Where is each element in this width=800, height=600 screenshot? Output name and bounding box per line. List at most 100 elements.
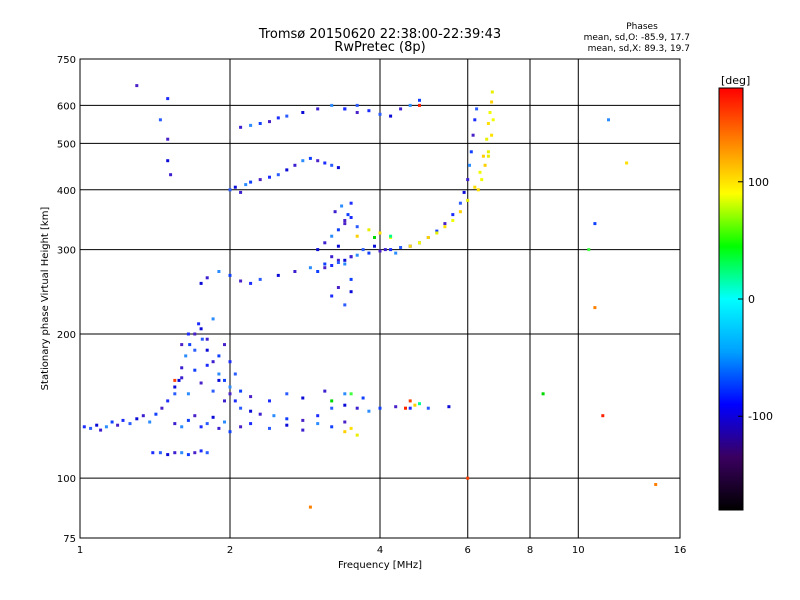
data-point: [483, 163, 487, 167]
data-point: [200, 337, 204, 341]
data-point: [228, 273, 232, 277]
data-point: [486, 122, 490, 125]
data-point: [180, 366, 184, 370]
data-point: [173, 385, 177, 389]
data-point: [301, 418, 305, 422]
data-point: [258, 412, 262, 416]
data-point: [233, 372, 237, 376]
data-point: [228, 188, 232, 192]
y-tick-label: 300: [57, 246, 76, 257]
data-point: [99, 428, 103, 432]
x-axis-ticks: 1 2 4 6 8 10 16: [77, 545, 687, 556]
data-point: [408, 244, 412, 248]
data-point: [541, 392, 545, 396]
chart-title: Tromsø 20150620 22:38:00-22:39:43: [258, 27, 502, 42]
data-point: [217, 354, 221, 358]
data-point: [367, 409, 371, 413]
data-point: [355, 433, 359, 437]
data-point: [249, 123, 253, 127]
data-point: [336, 166, 340, 170]
data-point: [625, 161, 629, 165]
data-point: [158, 451, 162, 455]
data-point: [184, 354, 188, 358]
data-point: [239, 389, 243, 393]
data-point: [116, 423, 120, 427]
data-point: [343, 430, 347, 434]
data-point: [343, 392, 347, 396]
data-point: [128, 422, 132, 426]
data-point: [475, 107, 479, 111]
data-point: [404, 406, 407, 410]
data-point: [418, 402, 421, 406]
data-point: [293, 270, 297, 273]
data-point: [343, 303, 347, 307]
data-point: [249, 281, 253, 285]
data-point: [355, 253, 359, 257]
data-point: [418, 103, 421, 107]
data-point: [343, 222, 347, 226]
data-point: [223, 343, 226, 347]
data-point: [316, 270, 320, 273]
data-point: [469, 150, 473, 154]
data-point: [383, 248, 387, 252]
data-point: [323, 389, 327, 393]
data-point: [193, 348, 197, 352]
data-point: [373, 236, 376, 239]
data-point: [268, 426, 271, 430]
data-point: [466, 198, 470, 202]
phases-heading: Phases: [626, 22, 658, 32]
data-point: [205, 451, 209, 455]
data-point: [367, 228, 371, 232]
data-point: [378, 249, 382, 253]
data-point: [316, 414, 320, 418]
data-point: [211, 415, 215, 419]
phase-x-stats: mean, sd,X: 89.3, 19.7: [587, 44, 690, 54]
x-tick-label: 1: [77, 545, 83, 556]
y-tick-label: 600: [57, 101, 76, 112]
data-point: [355, 406, 359, 410]
x-tick-label: 4: [377, 545, 383, 556]
x-tick-label: 2: [227, 545, 233, 556]
data-point: [141, 414, 145, 418]
data-point: [435, 231, 439, 235]
data-point: [272, 414, 276, 418]
data-point: [355, 111, 359, 114]
data-point: [169, 173, 173, 177]
data-point: [458, 201, 462, 205]
data-point: [451, 213, 455, 217]
data-point: [323, 266, 327, 270]
x-tick-label: 6: [465, 545, 471, 556]
data-point: [205, 348, 209, 352]
data-point: [336, 261, 340, 264]
data-point: [258, 277, 262, 281]
data-point: [330, 406, 334, 410]
data-point: [394, 251, 398, 255]
data-point: [301, 111, 305, 114]
data-point: [349, 216, 353, 219]
y-tick-label: 750: [57, 55, 76, 66]
data-point: [166, 399, 170, 403]
data-point: [349, 392, 353, 396]
data-point: [276, 116, 280, 120]
data-point: [473, 118, 477, 122]
data-point: [458, 210, 462, 214]
colorbar-ticks: -100 0 100: [738, 176, 773, 423]
data-point: [349, 255, 353, 259]
x-tick-label: 10: [572, 545, 585, 556]
data-point: [323, 262, 327, 266]
data-point: [330, 234, 334, 238]
data-point: [323, 161, 327, 165]
data-point: [330, 399, 334, 403]
data-point: [217, 378, 221, 382]
y-tick-label: 400: [57, 186, 76, 197]
data-point: [158, 118, 162, 122]
data-point: [654, 483, 658, 486]
data-point: [333, 210, 337, 214]
data-point: [121, 418, 125, 422]
data-point: [481, 154, 485, 158]
data-point: [480, 178, 484, 182]
data-point: [186, 392, 190, 396]
data-point: [180, 343, 184, 347]
data-point: [346, 213, 350, 217]
data-point: [258, 122, 262, 125]
